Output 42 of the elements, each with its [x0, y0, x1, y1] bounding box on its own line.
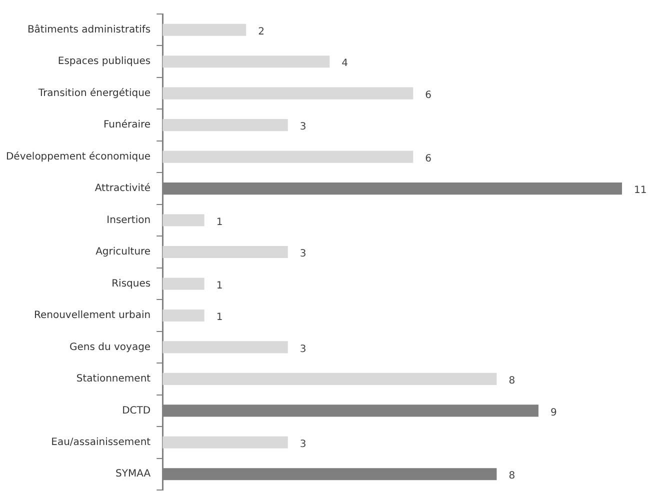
y-tick-label: Agriculture	[96, 246, 151, 258]
data-label: 1	[216, 216, 223, 228]
data-label: 6	[425, 153, 432, 164]
y-tick-label: Développement économique	[6, 151, 151, 162]
data-label: 2	[258, 26, 264, 38]
data-label: 8	[508, 376, 516, 387]
y-tick-label: Gens du voyage	[70, 342, 151, 353]
data-label: 1	[216, 280, 223, 292]
y-tick-label: Insertion	[106, 214, 151, 226]
data-label: 3	[300, 122, 306, 133]
bar	[162, 214, 204, 226]
bar	[162, 372, 497, 385]
y-tick-label: SYMAA	[116, 468, 151, 480]
y-tick-label: Risques	[112, 278, 151, 290]
bar	[162, 119, 288, 132]
y-tick-label: Espaces publiques	[58, 56, 151, 68]
bar	[162, 278, 204, 290]
y-tick-label: Stationnement	[76, 374, 151, 385]
bar	[162, 150, 414, 163]
y-tick-label: Renouvellement urbain	[34, 310, 151, 322]
bar	[162, 56, 330, 68]
y-tick-label: Eau/assainissement	[51, 436, 151, 448]
data-label: 11	[634, 185, 647, 196]
bar	[162, 436, 288, 448]
y-tick-label: DCTD	[122, 405, 151, 416]
bar	[162, 246, 288, 258]
data-label: 6	[425, 90, 432, 101]
y-tick-label: Attractivité	[94, 183, 151, 194]
y-tick-label: Bâtiments administratifs	[27, 24, 151, 36]
data-label: 3	[300, 438, 306, 450]
bar	[162, 341, 288, 354]
data-label: 9	[550, 407, 557, 418]
data-label: 3	[300, 344, 306, 355]
y-tick-label: Funéraire	[103, 120, 151, 131]
data-label: 3	[300, 248, 306, 260]
bar	[162, 24, 246, 36]
y-tick-label: Transition énergétique	[37, 88, 151, 99]
data-label: 8	[508, 470, 516, 482]
data-label: 1	[216, 312, 223, 324]
bar	[162, 309, 204, 322]
bar	[162, 87, 414, 100]
data-label: 4	[342, 58, 348, 70]
